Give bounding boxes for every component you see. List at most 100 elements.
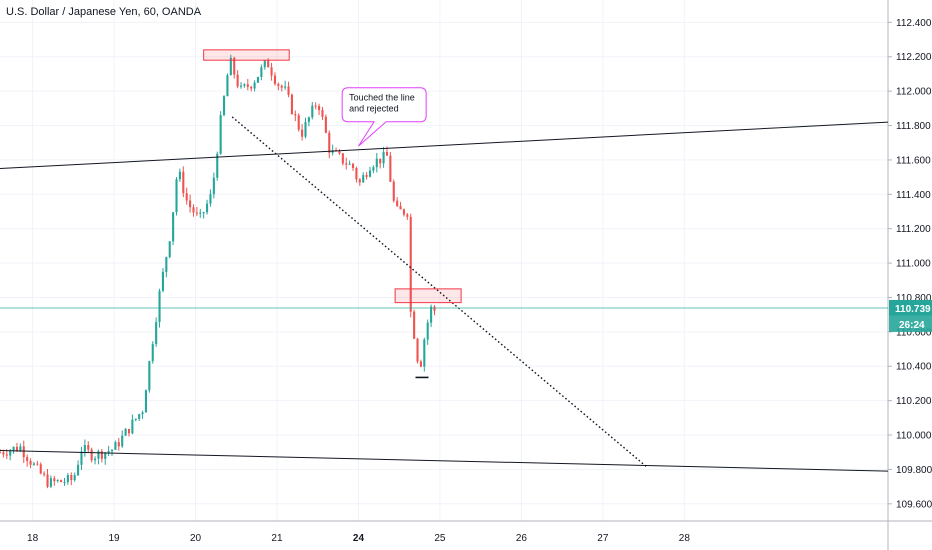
candle-body [260, 67, 263, 77]
candle-body [433, 306, 436, 311]
candle-body [267, 60, 270, 68]
candle-body [97, 451, 100, 459]
candle-body [307, 117, 310, 123]
candle-body [172, 212, 175, 242]
candle-body [382, 151, 385, 164]
y-tick-label: 112.400 [896, 18, 932, 29]
candle-body [131, 419, 134, 434]
x-tick-label: 25 [434, 533, 446, 544]
candle-body [2, 452, 5, 455]
x-tick-label: 20 [190, 533, 202, 544]
candle-body [351, 163, 355, 169]
candle-body [426, 322, 429, 340]
candle-body [216, 153, 219, 178]
candle-body [49, 478, 52, 487]
candle-body [56, 480, 59, 482]
candle-body [19, 446, 22, 452]
candle-body [324, 116, 327, 133]
candle-body [413, 311, 416, 339]
y-tick-label: 110.800 [896, 293, 932, 304]
lower-trendline [0, 450, 889, 472]
x-tick-label: 24 [353, 533, 365, 544]
candle-body [192, 207, 195, 213]
candle-body [396, 200, 399, 207]
candle-body [185, 193, 188, 201]
candle-body [178, 171, 181, 180]
candle-body [280, 85, 283, 88]
candle-body [63, 482, 66, 484]
candle-body [32, 463, 35, 465]
countdown-label: 26:24 [899, 320, 925, 331]
candle-body [229, 57, 232, 76]
candle-body [290, 94, 293, 115]
candle-body [233, 57, 236, 75]
candle-body [409, 216, 412, 312]
candle-body [189, 200, 192, 208]
candle-body [9, 450, 12, 456]
candle-body [141, 412, 144, 415]
candle-body [83, 445, 86, 452]
candle-body [341, 153, 344, 164]
candle-body [318, 106, 321, 110]
candle-body [12, 446, 15, 451]
candle-body [155, 322, 158, 345]
candle-body [379, 158, 382, 164]
candle-body [385, 151, 389, 156]
candle-body [90, 449, 93, 461]
candle-body [5, 454, 8, 456]
candle-body [243, 84, 246, 86]
candle-body [212, 177, 215, 195]
candle-body [246, 84, 249, 87]
upper-trendline [0, 121, 889, 170]
candle-body [114, 442, 117, 450]
candle-body [338, 151, 341, 154]
y-tick-label: 111.600 [896, 155, 931, 166]
candle-body [365, 175, 368, 177]
candle-body [392, 181, 395, 201]
candle-body [100, 451, 103, 459]
x-tick-label: 18 [27, 533, 39, 544]
candle-body [399, 206, 402, 210]
candle-body [321, 109, 324, 117]
candle-body [362, 175, 365, 183]
candle-body [124, 428, 127, 436]
candle-body [358, 179, 361, 183]
candle-body [127, 428, 131, 434]
x-tick-label: 28 [679, 533, 691, 544]
candle-body [168, 241, 171, 258]
candle-body [263, 60, 266, 68]
candle-body [199, 212, 202, 214]
candle-body [138, 414, 141, 419]
top-zone-box [203, 49, 290, 61]
candle-body [256, 76, 260, 83]
y-tick-label: 110.400 [896, 362, 932, 373]
candle-body [29, 460, 32, 465]
y-tick-label: 110.200 [896, 396, 932, 407]
candle-body [148, 361, 151, 391]
countdown-badge [889, 315, 932, 332]
candle-body [0, 452, 2, 454]
candle-body [161, 271, 164, 291]
candle-body [239, 85, 243, 87]
y-tick-label: 110.000 [896, 431, 932, 442]
candle-body [209, 194, 212, 204]
dotted-trendline [231, 116, 649, 469]
y-tick-label: 111.800 [896, 121, 931, 132]
candle-body [73, 475, 76, 481]
annotation-bubble [341, 87, 427, 147]
candle-body [355, 168, 358, 180]
y-tick-label: 109.800 [896, 465, 932, 476]
candle-body [87, 445, 90, 450]
candle-body [368, 170, 372, 177]
candle-body [419, 361, 422, 367]
candle-body [36, 463, 39, 465]
candle-body [144, 390, 148, 413]
x-tick-label: 21 [271, 533, 283, 544]
candle-body [277, 83, 280, 86]
candle-body [304, 122, 307, 137]
candle-body [345, 163, 348, 165]
y-tick-label: 109.600 [896, 499, 932, 510]
